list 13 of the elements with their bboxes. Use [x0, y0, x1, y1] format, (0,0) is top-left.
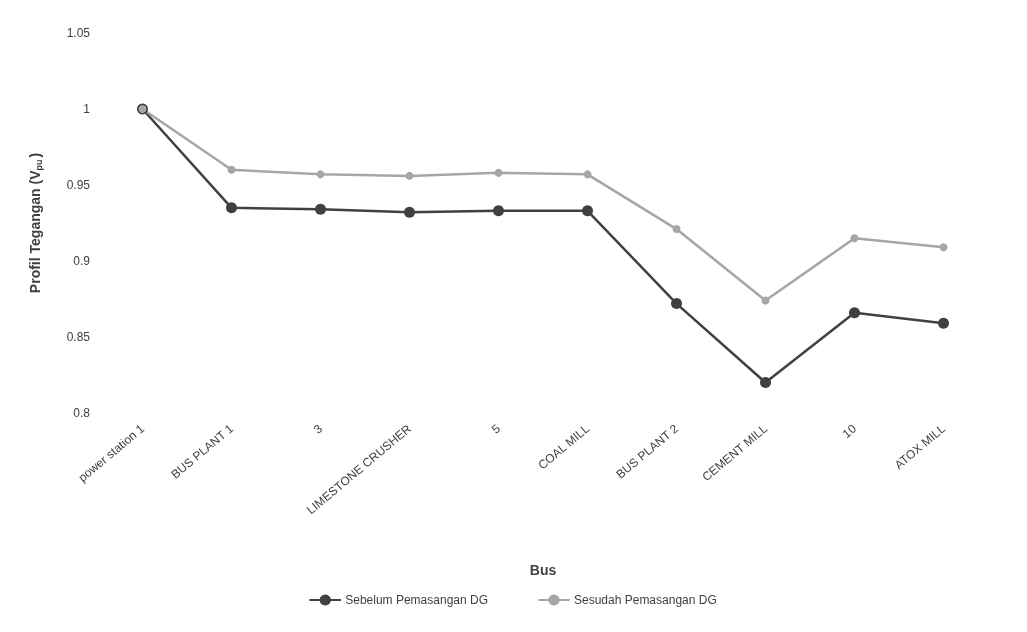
y-tick-label: 0.95 — [66, 178, 91, 192]
y-tick-label: 1 — [83, 102, 91, 116]
x-axis-title: Bus — [529, 562, 557, 578]
x-tick-label: 5 — [488, 421, 504, 437]
y-tick-label: 0.8 — [73, 406, 91, 420]
x-tick-label: 3 — [310, 421, 326, 437]
y-tick-label: 0.9 — [73, 254, 91, 268]
legend-label: Sebelum Pemasangan DG — [345, 593, 488, 607]
x-tick-label: 10 — [839, 421, 860, 441]
legend-label: Sesudah Pemasangan DG — [573, 593, 717, 607]
y-axis-title: Profil Tegangan (Vpu) — [26, 152, 44, 294]
y-tick-label: 0.85 — [66, 330, 91, 344]
y-tick-label: 1.05 — [66, 26, 91, 40]
